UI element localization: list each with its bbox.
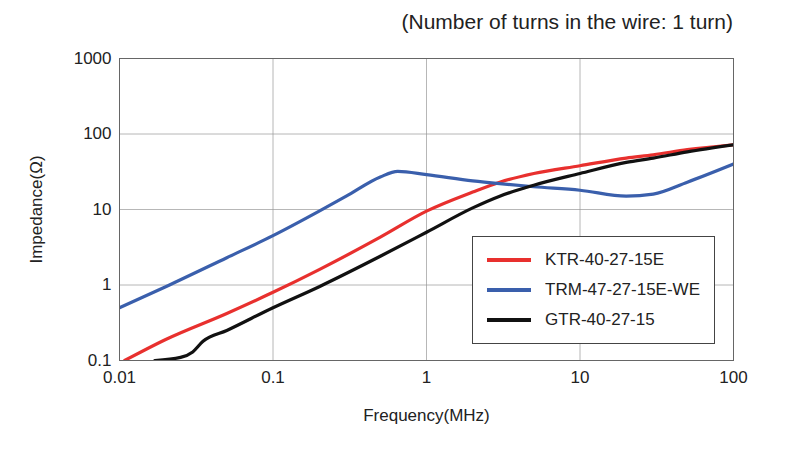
svg-text:Frequency(MHz): Frequency(MHz) — [363, 406, 490, 425]
svg-text:10: 10 — [93, 200, 112, 219]
html-text:KTR-40-27-15E: KTR-40-27-15E — [545, 250, 665, 269]
svg-text:100: 100 — [719, 368, 747, 387]
svg-text:10: 10 — [571, 368, 590, 387]
svg-text:100: 100 — [83, 124, 111, 143]
svg-text:0.1: 0.1 — [88, 351, 112, 370]
svg-text:1000: 1000 — [74, 49, 112, 68]
svg-text:1: 1 — [422, 368, 431, 387]
svg-text:1: 1 — [102, 275, 111, 294]
svg-text:0.01: 0.01 — [103, 368, 136, 387]
svg-text:Impedance(Ω): Impedance(Ω) — [27, 155, 46, 263]
html-text:TRM-47-27-15E-WE: TRM-47-27-15E-WE — [545, 280, 700, 299]
html-text:GTR-40-27-15: GTR-40-27-15 — [545, 310, 655, 329]
html-text:(Number of turns in the wire:: (Number of turns in the wire: 1 turn) — [401, 10, 733, 33]
svg-text:0.1: 0.1 — [261, 368, 285, 387]
